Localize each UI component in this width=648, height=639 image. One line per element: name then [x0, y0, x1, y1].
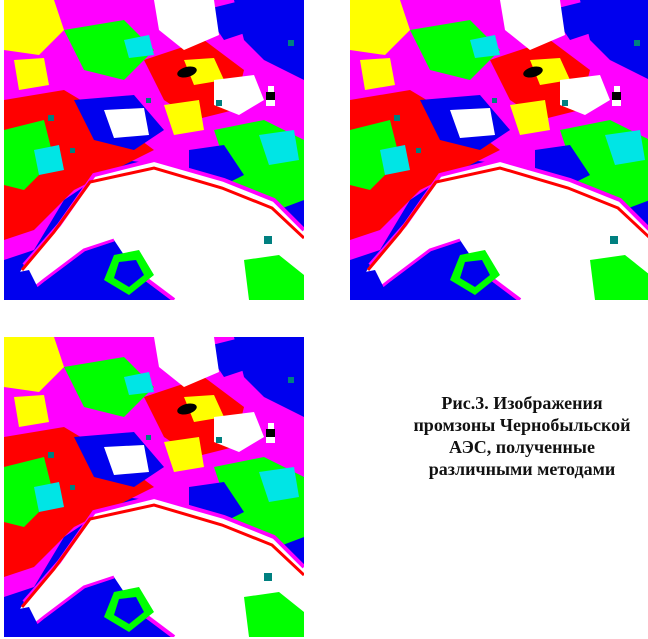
- map-image-1: [4, 0, 304, 300]
- map-image-2-graphic: [350, 0, 648, 300]
- caption-line-3: АЭС, полученные: [449, 437, 595, 457]
- map-image-2: [350, 0, 648, 300]
- map-image-3: [4, 337, 304, 637]
- map-image-3-graphic: [4, 337, 304, 637]
- caption-line-2: промзоны Чернобыльской: [413, 415, 631, 435]
- figure-caption: Рис.3. Изображения промзоны Чернобыльско…: [372, 392, 648, 480]
- caption-line-1: Рис.3. Изображения: [441, 393, 603, 413]
- map-image-1-graphic: [4, 0, 304, 300]
- caption-line-4: различными методами: [428, 459, 616, 479]
